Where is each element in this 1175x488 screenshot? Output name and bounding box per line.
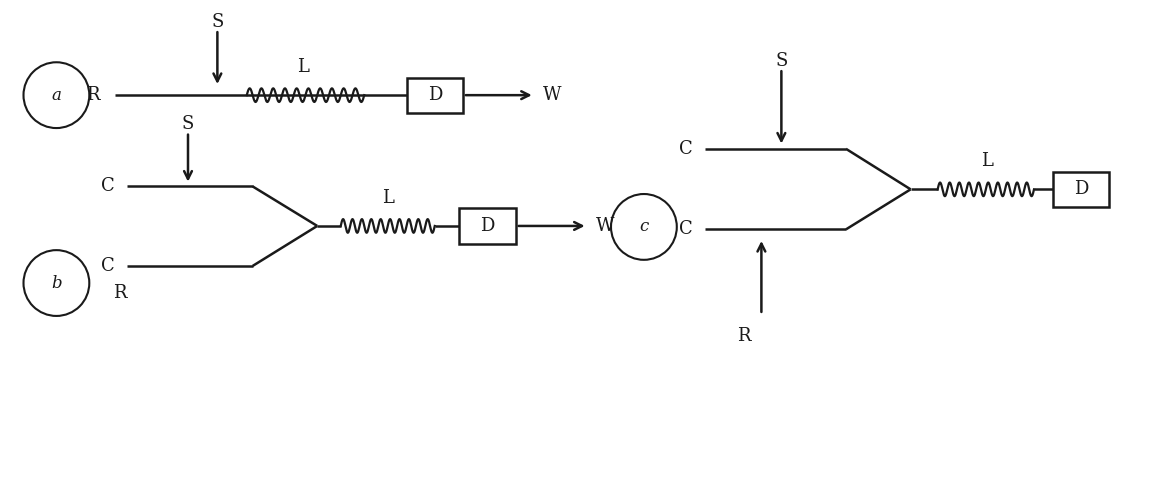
Text: L: L [297,58,309,76]
Text: R: R [87,86,100,104]
Text: L: L [981,152,993,170]
Text: L: L [382,189,394,207]
Bar [1053,172,1109,207]
Bar [459,208,516,244]
Text: W: W [596,217,615,235]
Text: D: D [481,217,495,235]
Bar [407,78,463,113]
Text: C: C [679,221,693,238]
Text: S: S [182,116,194,133]
Text: R: R [737,327,751,345]
Text: S: S [776,52,787,70]
Text: W: W [543,86,562,104]
Text: C: C [101,257,115,275]
Text: R: R [113,284,126,302]
Text: C: C [679,140,693,158]
Text: a: a [52,87,61,103]
Text: D: D [1074,181,1088,198]
Text: C: C [101,178,115,195]
Text: b: b [51,275,62,291]
Text: D: D [428,86,442,104]
Text: c: c [639,219,649,235]
Text: S: S [212,13,223,31]
